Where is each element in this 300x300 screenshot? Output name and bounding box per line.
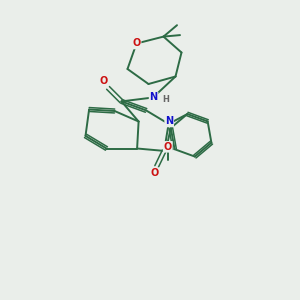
Text: N: N xyxy=(149,92,158,103)
Text: H: H xyxy=(162,95,169,104)
Text: O: O xyxy=(164,142,172,152)
Text: O: O xyxy=(132,38,141,49)
Text: O: O xyxy=(99,76,108,86)
Text: O: O xyxy=(151,168,159,178)
Text: N: N xyxy=(165,116,173,127)
